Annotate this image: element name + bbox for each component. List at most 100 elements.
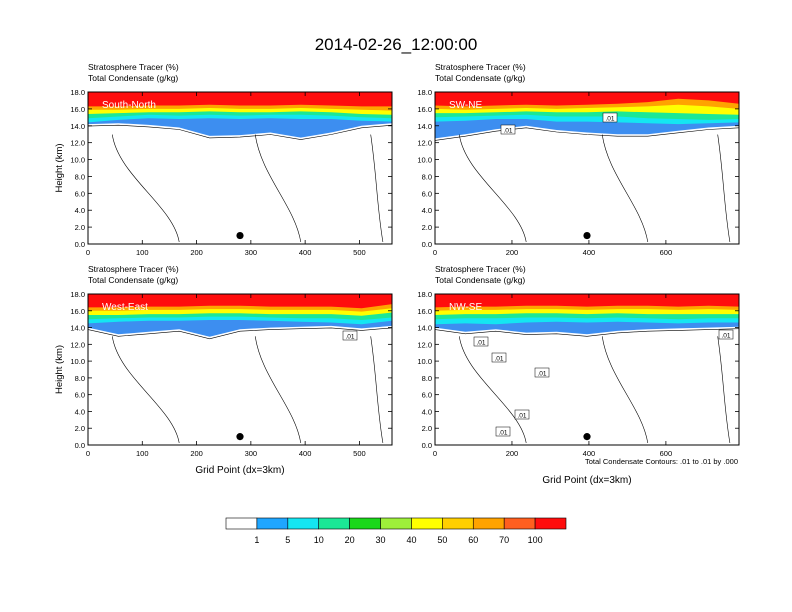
y-tick-label: 8.0 bbox=[75, 374, 85, 383]
colorbar-cell bbox=[472, 517, 505, 530]
panel-label: West-East bbox=[102, 302, 148, 313]
colorbar-tick-label: 20 bbox=[345, 535, 355, 545]
y-tick-label: 0.0 bbox=[422, 240, 432, 249]
plot-area bbox=[435, 92, 739, 244]
condensate-contour bbox=[88, 327, 392, 340]
contour-value-label: .01 bbox=[605, 116, 614, 123]
y-tick-label: 18.0 bbox=[70, 290, 85, 299]
contour-value-label: .01 bbox=[498, 430, 507, 437]
x-tick-label: 200 bbox=[190, 449, 203, 458]
y-tick-label: 2.0 bbox=[75, 424, 85, 433]
x-tick-label: 400 bbox=[299, 248, 312, 257]
y-tick-label: 14.0 bbox=[70, 122, 85, 131]
tracer-layer-top-red bbox=[435, 294, 739, 308]
x-tick-label: 600 bbox=[660, 449, 673, 458]
y-tick-label: 14.0 bbox=[417, 122, 432, 131]
contour-value-label: .01 bbox=[476, 340, 485, 347]
contour-value-label: .01 bbox=[503, 128, 512, 135]
plot-frame bbox=[434, 91, 740, 245]
colorbar-tick-label: 30 bbox=[376, 535, 386, 545]
colorbar-tick-label: 40 bbox=[406, 535, 416, 545]
y-tick-label: 6.0 bbox=[75, 391, 85, 400]
x-axis-label: Grid Point (dx=3km) bbox=[542, 475, 631, 486]
y-tick-label: 8.0 bbox=[422, 172, 432, 181]
y-tick-label: 4.0 bbox=[422, 407, 432, 416]
panel-title-line1: Stratosphere Tracer (%) bbox=[435, 62, 526, 72]
colorbar-tick-label: 1 bbox=[254, 535, 259, 545]
contour-label-box bbox=[473, 336, 489, 347]
contour-label-box bbox=[491, 352, 507, 363]
y-tick-label: 10.0 bbox=[70, 156, 85, 165]
y-tick-label: 8.0 bbox=[75, 172, 85, 181]
x-tick-label: 400 bbox=[299, 449, 312, 458]
contour-info-note: Total Condensate Contours: .01 to .01 by… bbox=[585, 457, 738, 466]
x-tick-label: 300 bbox=[245, 248, 258, 257]
y-tick-label: 0.0 bbox=[75, 441, 85, 450]
contour-value-label: .01 bbox=[721, 333, 730, 340]
plot-area bbox=[88, 92, 392, 244]
y-tick-label: 4.0 bbox=[422, 206, 432, 215]
colorbar-cell bbox=[411, 517, 443, 530]
contour-value-label: .01 bbox=[345, 334, 354, 341]
colorbar-tick-label: 5 bbox=[285, 535, 290, 545]
x-tick-label: 0 bbox=[433, 248, 437, 257]
chart-panel: South-North Stratosphere Tracer (%)Total … bbox=[54, 62, 393, 257]
x-tick-label: 200 bbox=[190, 248, 203, 257]
colorbar-cell bbox=[256, 517, 289, 530]
figure-title: 2014-02-26_12:00:00 bbox=[315, 35, 478, 54]
y-tick-label: 6.0 bbox=[422, 189, 432, 198]
y-tick-label: 6.0 bbox=[75, 189, 85, 198]
tracer-layer-top-red bbox=[88, 294, 392, 309]
y-tick-label: 0.0 bbox=[75, 240, 85, 249]
condensate-contour bbox=[112, 336, 180, 444]
x-tick-label: 200 bbox=[506, 248, 519, 257]
contour-label-box bbox=[342, 330, 358, 341]
x-tick-label: 100 bbox=[136, 449, 149, 458]
colorbar-cell bbox=[442, 517, 474, 530]
panel-title-line1: Stratosphere Tracer (%) bbox=[435, 264, 526, 274]
colorbar-tick-label: 70 bbox=[499, 535, 509, 545]
condensate-contour bbox=[435, 328, 739, 337]
y-tick-label: 2.0 bbox=[75, 223, 85, 232]
x-tick-label: 400 bbox=[583, 248, 596, 257]
panel-title-line1: Stratosphere Tracer (%) bbox=[88, 264, 179, 274]
y-tick-label: 6.0 bbox=[422, 391, 432, 400]
contour-label-box bbox=[718, 329, 734, 340]
y-tick-label: 2.0 bbox=[422, 223, 432, 232]
condensate-contour bbox=[459, 336, 527, 444]
colorbar-cell bbox=[287, 517, 320, 530]
panel-title-line2: Total Condensate (g/kg) bbox=[435, 73, 525, 83]
location-marker bbox=[583, 433, 591, 441]
y-tick-label: 4.0 bbox=[75, 206, 85, 215]
y-tick-label: 12.0 bbox=[70, 139, 85, 148]
colorbar-tick-label: 50 bbox=[437, 535, 447, 545]
y-tick-label: 18.0 bbox=[70, 88, 85, 97]
contour-value-label: .01 bbox=[517, 413, 526, 420]
x-tick-label: 0 bbox=[86, 449, 90, 458]
plot-area bbox=[88, 294, 392, 445]
y-axis-label: Height (km) bbox=[54, 345, 65, 394]
plot-frame bbox=[87, 91, 393, 245]
chart-panel: West-East Stratosphere Tracer (%)Total Co… bbox=[54, 264, 393, 476]
colorbar-cell bbox=[318, 517, 350, 530]
y-tick-label: 10.0 bbox=[417, 357, 432, 366]
y-tick-label: 12.0 bbox=[70, 340, 85, 349]
x-axis-label: Grid Point (dx=3km) bbox=[195, 465, 284, 476]
condensate-contour bbox=[370, 134, 384, 243]
panel-title-line2: Total Condensate (g/kg) bbox=[88, 275, 178, 285]
colorbar-cell bbox=[225, 517, 258, 530]
colorbar-tick-label: 60 bbox=[468, 535, 478, 545]
y-tick-label: 18.0 bbox=[417, 290, 432, 299]
x-tick-label: 200 bbox=[506, 449, 519, 458]
contour-label-box bbox=[602, 112, 618, 123]
x-tick-label: 400 bbox=[583, 449, 596, 458]
panel-title-line2: Total Condensate (g/kg) bbox=[435, 275, 525, 285]
plot-frame bbox=[87, 293, 393, 446]
condensate-contour bbox=[435, 127, 739, 141]
contour-label-box bbox=[514, 409, 530, 420]
condensate-contour bbox=[601, 336, 649, 444]
colorbar: 1 5 10 20 30 40 50 60 70 100 bbox=[225, 517, 567, 545]
